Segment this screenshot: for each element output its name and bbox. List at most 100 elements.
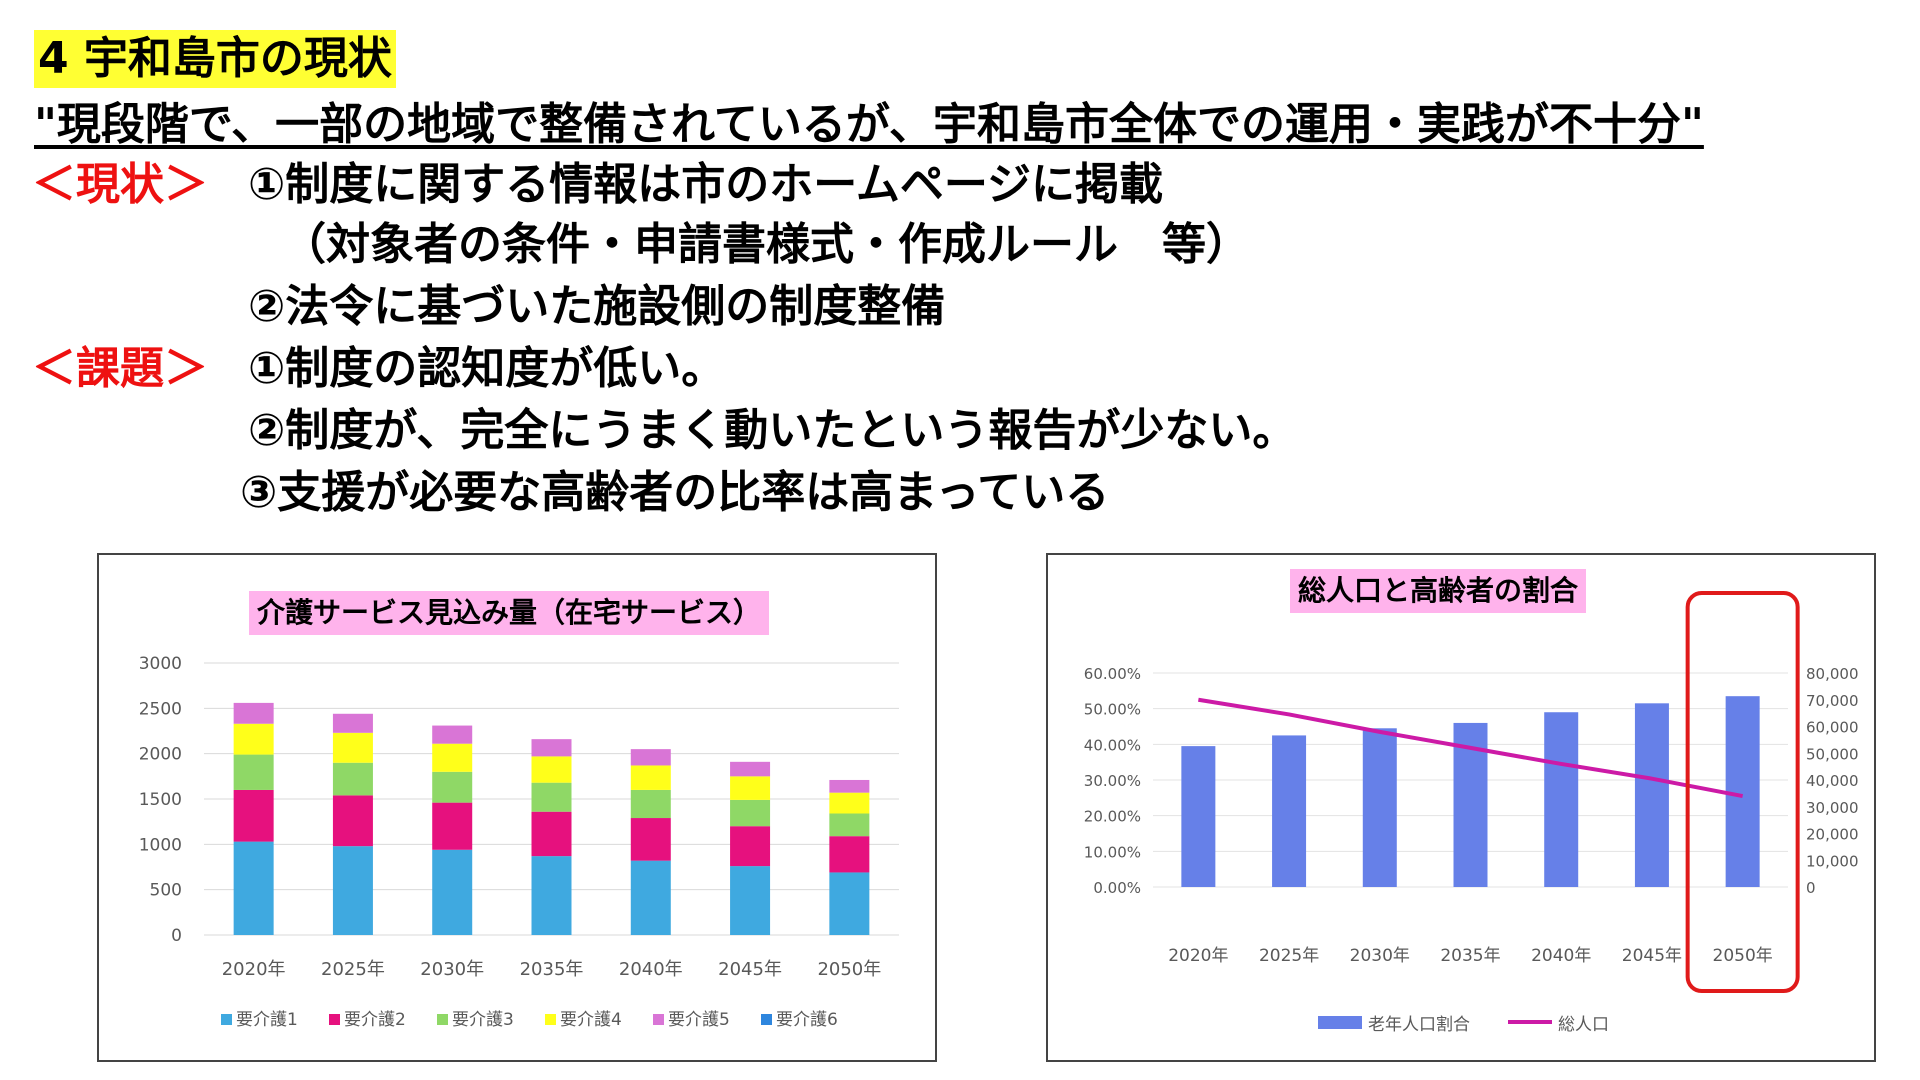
- y-right-tick-label: 50,000: [1806, 745, 1859, 763]
- bar-segment: [233, 702, 274, 724]
- bar-segment: [730, 761, 771, 777]
- x-tick-label: 2030年: [420, 959, 484, 980]
- issue-line-1: ①制度の認知度が低い。: [248, 343, 726, 394]
- bar: [1272, 735, 1307, 887]
- bar-segment: [829, 792, 870, 814]
- issue-label: ＜課題＞: [32, 343, 208, 394]
- bar: [1634, 703, 1669, 887]
- x-tick-label: 2040年: [1531, 946, 1591, 966]
- y-right-tick-label: 70,000: [1806, 692, 1859, 710]
- bar-segment: [829, 872, 870, 935]
- bar-segment: [829, 813, 870, 837]
- bar: [1544, 712, 1579, 887]
- y-left-tick-label: 60.00%: [1084, 665, 1141, 683]
- x-tick-label: 2050年: [1713, 946, 1773, 966]
- y-right-tick-label: 10,000: [1806, 852, 1859, 870]
- care-service-chart-panel: 介護サービス見込み量（在宅サービス） 3000 2500 2000 1500 1000 5…: [97, 553, 937, 1062]
- x-tick-label: 2025年: [321, 959, 385, 980]
- y-right-tick-label: 40,000: [1806, 772, 1859, 790]
- y-right-tick-label: 30,000: [1806, 799, 1859, 817]
- bar-segment: [432, 725, 473, 744]
- x-tick-label: 2040年: [619, 959, 683, 980]
- x-tick-label: 2035年: [520, 959, 584, 980]
- x-tick-label: 2025年: [1259, 946, 1319, 966]
- legend-swatch: [221, 1014, 232, 1025]
- bar-segment: [829, 779, 870, 793]
- bar-segment: [233, 754, 274, 790]
- y-right-tick-label: 60,000: [1806, 719, 1859, 737]
- bar-segment: [630, 749, 671, 766]
- bar: [1181, 746, 1216, 887]
- y-left-tick-label: 30.00%: [1084, 772, 1141, 790]
- legend-swatch: [761, 1014, 772, 1025]
- y-tick-label: 2500: [139, 699, 182, 719]
- status-line-1: ①制度に関する情報は市のホームページに掲載: [248, 159, 1164, 210]
- bar-segment: [630, 765, 671, 790]
- x-tick-label: 2030年: [1350, 946, 1410, 966]
- status-line-2: （対象者の条件・申請書様式・作成ルール 等）: [282, 219, 1250, 270]
- y-tick-label: 0: [171, 926, 182, 946]
- population-chart-panel: 総人口と高齢者の割合 60.00% 50.00% 40.00% 30.00% 20.00…: [1046, 553, 1876, 1062]
- page-title: 4 宇和島市の現状: [34, 30, 396, 88]
- bar-segment: [630, 818, 671, 861]
- legend-label: 要介護1: [236, 1010, 298, 1030]
- y-left-tick-label: 50.00%: [1084, 701, 1141, 719]
- bar-segment: [630, 860, 671, 935]
- bar-segment: [332, 846, 373, 935]
- bar-segment: [730, 826, 771, 867]
- legend-label: 総人口: [1558, 1015, 1609, 1035]
- chart1-title: 介護サービス見込み量（在宅サービス）: [249, 591, 770, 635]
- y-right-tick-label: 0: [1806, 879, 1816, 897]
- y-tick-label: 500: [150, 881, 182, 901]
- legend-swatch: [1318, 1016, 1362, 1029]
- bar-segment: [432, 849, 473, 935]
- y-left-tick-label: 40.00%: [1084, 736, 1141, 754]
- bar: [1725, 696, 1760, 887]
- legend-label: 要介護5: [668, 1010, 730, 1030]
- bar-segment: [332, 795, 373, 847]
- population-combo-chart: 60.00% 50.00% 40.00% 30.00% 20.00% 10.00% 0.00…: [1084, 591, 1859, 1035]
- legend-label: 老年人口割合: [1368, 1015, 1470, 1035]
- bar-segment: [531, 782, 572, 812]
- bar-segment: [332, 762, 373, 796]
- legend-swatch: [653, 1014, 664, 1025]
- y-tick-label: 1500: [139, 790, 182, 810]
- bar-segment: [233, 723, 274, 755]
- y-tick-label: 3000: [139, 654, 182, 674]
- y-left-tick-label: 0.00%: [1093, 879, 1141, 897]
- y-left-tick-label: 20.00%: [1084, 808, 1141, 826]
- status-line-3: ②法令に基づいた施設側の制度整備: [248, 281, 946, 332]
- bar-segment: [730, 799, 771, 827]
- x-tick-label: 2020年: [1168, 946, 1228, 966]
- issue-line-3: ③支援が必要な高齢者の比率は高まっている: [240, 467, 1110, 518]
- y-tick-label: 1000: [139, 835, 182, 855]
- bar-segment: [332, 713, 373, 733]
- bar-segment: [432, 802, 473, 850]
- legend-label: 要介護2: [344, 1010, 406, 1030]
- highlight-box: [1685, 591, 1800, 993]
- bar-segment: [730, 866, 771, 935]
- legend-swatch: [437, 1014, 448, 1025]
- legend-label: 要介護6: [776, 1010, 838, 1030]
- bar-segment: [531, 739, 572, 757]
- y-left-tick-label: 10.00%: [1084, 843, 1141, 861]
- y-tick-label: 2000: [139, 745, 182, 765]
- bar-segment: [432, 743, 473, 772]
- bar-segment: [531, 811, 572, 857]
- y-right-tick-label: 20,000: [1806, 826, 1859, 844]
- x-tick-label: 2045年: [1622, 946, 1682, 966]
- x-tick-label: 2050年: [817, 959, 881, 980]
- care-service-stacked-bar-chart: 3000 2500 2000 1500 1000 500 0 2020年 2025年 2030年 2…: [139, 654, 899, 1030]
- x-tick-label: 2035年: [1440, 946, 1500, 966]
- bar-segment: [432, 771, 473, 803]
- legend-swatch: [545, 1014, 556, 1025]
- bar-segment: [233, 841, 274, 935]
- x-tick-label: 2045年: [718, 959, 782, 980]
- line-series-total-population: [1198, 697, 1744, 799]
- chart2-title: 総人口と高齢者の割合: [1290, 569, 1587, 613]
- bar-segment: [531, 756, 572, 783]
- legend-swatch: [329, 1014, 340, 1025]
- y-right-tick-label: 80,000: [1806, 665, 1859, 683]
- legend-label: 要介護4: [560, 1010, 622, 1030]
- bar: [1362, 728, 1397, 887]
